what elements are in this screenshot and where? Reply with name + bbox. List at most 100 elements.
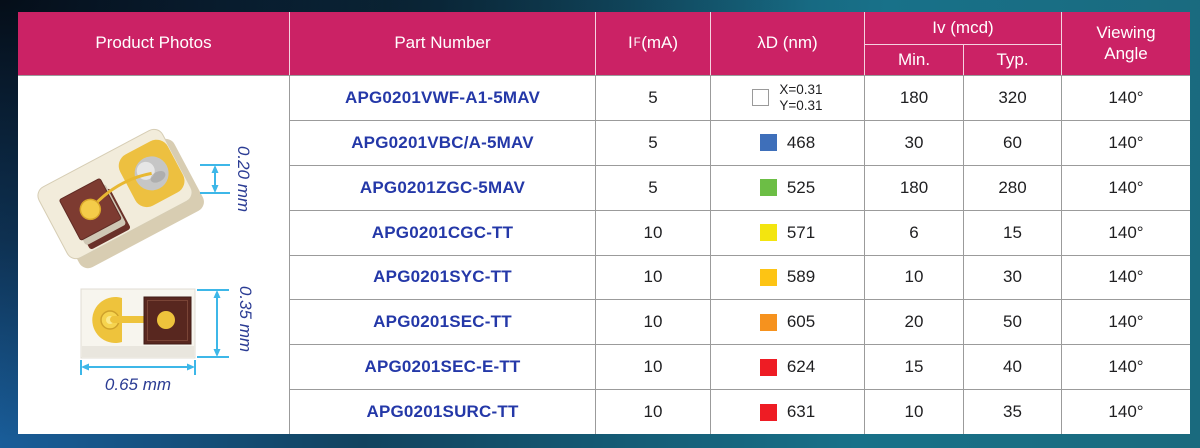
iv-typ-value: 280	[998, 177, 1027, 197]
iv-min-cell: 10	[865, 390, 964, 434]
forward-current-value: 5	[648, 132, 658, 152]
wavelength-cell: 624	[711, 345, 865, 390]
forward-current-value: 5	[648, 177, 658, 197]
viewing-angle-cell: 140°	[1062, 211, 1190, 255]
wavelength-cell: X=0.31 Y=0.31	[711, 76, 865, 120]
product-photos-cell: 0.20 mm 0.35 mm 0.65 mm	[18, 75, 290, 434]
if-unit: (mA)	[641, 33, 679, 53]
part-number-cell: APG0201SEC-E-TT	[290, 345, 596, 390]
iv-typ-cell: 280	[964, 165, 1062, 210]
viewing-angle-cell: 140°	[1062, 300, 1190, 344]
color-swatch	[759, 224, 777, 242]
table-row: APG0201VBC/A-5MAV 5 468 30 60 140°	[290, 120, 1190, 166]
header-product-photos: Product Photos	[18, 12, 290, 75]
part-number-cell: APG0201ZGC-5MAV	[290, 165, 596, 210]
part-number: APG0201SURC-TT	[366, 402, 519, 422]
viewing-angle-cell: 140°	[1062, 390, 1190, 434]
wavelength-value: X=0.31 Y=0.31	[779, 82, 823, 113]
wavelength-cell: 468	[711, 120, 865, 165]
dimension-thickness-label: 0.20 mm	[234, 145, 253, 213]
table-row: APG0201SEC-E-TT 10 624 15 40 140°	[290, 345, 1190, 391]
iv-typ-cell: 15	[964, 210, 1062, 255]
part-number: APG0201VWF-A1-5MAV	[344, 87, 541, 107]
iv-min-value: 20	[904, 312, 924, 332]
wavelength-value: 631	[786, 402, 816, 422]
part-number-cell: APG0201VWF-A1-5MAV	[290, 76, 596, 120]
part-number: APG0201ZGC-5MAV	[359, 177, 526, 197]
iv-min-cell: 180	[865, 76, 964, 120]
if-base: I	[627, 33, 633, 53]
wavelength-value: 589	[786, 267, 816, 287]
table-body: APG0201VWF-A1-5MAV 5 X=0.31 Y=0.31 180 3…	[290, 75, 1190, 434]
header-iv-min: Min.	[865, 45, 964, 75]
iv-min-value: 180	[899, 177, 929, 197]
forward-current-value: 5	[648, 87, 658, 107]
color-swatch	[752, 89, 770, 107]
iv-min-cell: 15	[865, 345, 964, 390]
viewing-angle-cell: 140°	[1062, 76, 1190, 120]
header-luminous-intensity: Iv (mcd)	[865, 12, 1062, 45]
iv-typ-cell: 30	[964, 255, 1062, 300]
iv-typ-cell: 35	[964, 390, 1062, 434]
part-number-cell: APG0201SEC-TT	[290, 300, 596, 345]
part-number-cell: APG0201VBC/A-5MAV	[290, 120, 596, 165]
wavelength-cell: 631	[711, 390, 865, 434]
iv-typ-value: 35	[1003, 402, 1022, 422]
header-viewing-angle: Viewing Angle	[1062, 12, 1190, 75]
forward-current-value: 10	[643, 312, 663, 332]
part-number-cell: APG0201CGC-TT	[290, 210, 596, 255]
iv-min-cell: 10	[865, 255, 964, 300]
iv-typ-value: 60	[1003, 132, 1022, 152]
iv-typ-value: 320	[998, 87, 1027, 107]
led-photos-illustration	[37, 128, 230, 375]
table-row: APG0201VWF-A1-5MAV 5 X=0.31 Y=0.31 180 3…	[290, 76, 1190, 121]
iv-min-cell: 180	[865, 165, 964, 210]
viewing-angle-value: 140°	[1108, 132, 1144, 152]
wavelength-cell: 589	[711, 255, 865, 300]
viewing-angle-value: 140°	[1108, 87, 1144, 107]
iv-typ-cell: 50	[964, 300, 1062, 345]
iv-typ-cell: 320	[964, 76, 1062, 120]
part-number: APG0201CGC-TT	[371, 222, 514, 242]
forward-current-cell: 10	[596, 210, 711, 255]
color-swatch	[759, 358, 777, 376]
color-swatch	[759, 134, 777, 152]
wavelength-cell: 571	[711, 210, 865, 255]
led-top-view	[80, 288, 196, 359]
iv-typ-value: 30	[1003, 267, 1022, 287]
viewing-angle-value: 140°	[1108, 402, 1144, 422]
viewing-angle-value: 140°	[1108, 222, 1144, 242]
dimension-height-label: 0.35 mm	[236, 285, 255, 353]
iv-typ-cell: 40	[964, 345, 1062, 390]
iv-min-value: 180	[899, 87, 929, 107]
led-isometric-view	[37, 128, 204, 269]
iv-min-value: 10	[904, 267, 924, 287]
header-dominant-wavelength: λD (nm)	[711, 12, 865, 75]
iv-typ-value: 40	[1003, 357, 1022, 377]
wavelength-value: 605	[786, 312, 816, 332]
wavelength-cell: 605	[711, 300, 865, 345]
color-swatch	[759, 313, 777, 331]
iv-min-cell: 30	[865, 120, 964, 165]
forward-current-cell: 10	[596, 345, 711, 390]
table-row: APG0201SEC-TT 10 605 20 50 140°	[290, 300, 1190, 346]
forward-current-cell: 10	[596, 300, 711, 345]
header-iv-typ: Typ.	[964, 45, 1062, 75]
forward-current-cell: 5	[596, 165, 711, 210]
viewing-angle-value: 140°	[1108, 312, 1144, 332]
forward-current-cell: 5	[596, 120, 711, 165]
part-number: APG0201VBC/A-5MAV	[351, 132, 534, 152]
forward-current-cell: 5	[596, 76, 711, 120]
table-row: APG0201SURC-TT 10 631 10 35 140°	[290, 390, 1190, 434]
iv-min-cell: 20	[865, 300, 964, 345]
wavelength-value: 624	[786, 357, 816, 377]
color-swatch	[759, 268, 777, 286]
viewing-angle-value: 140°	[1108, 177, 1144, 197]
wavelength-cell: 525	[711, 165, 865, 210]
viewing-angle-cell: 140°	[1062, 166, 1190, 210]
iv-typ-value: 50	[1003, 312, 1022, 332]
iv-min-value: 6	[909, 222, 919, 242]
